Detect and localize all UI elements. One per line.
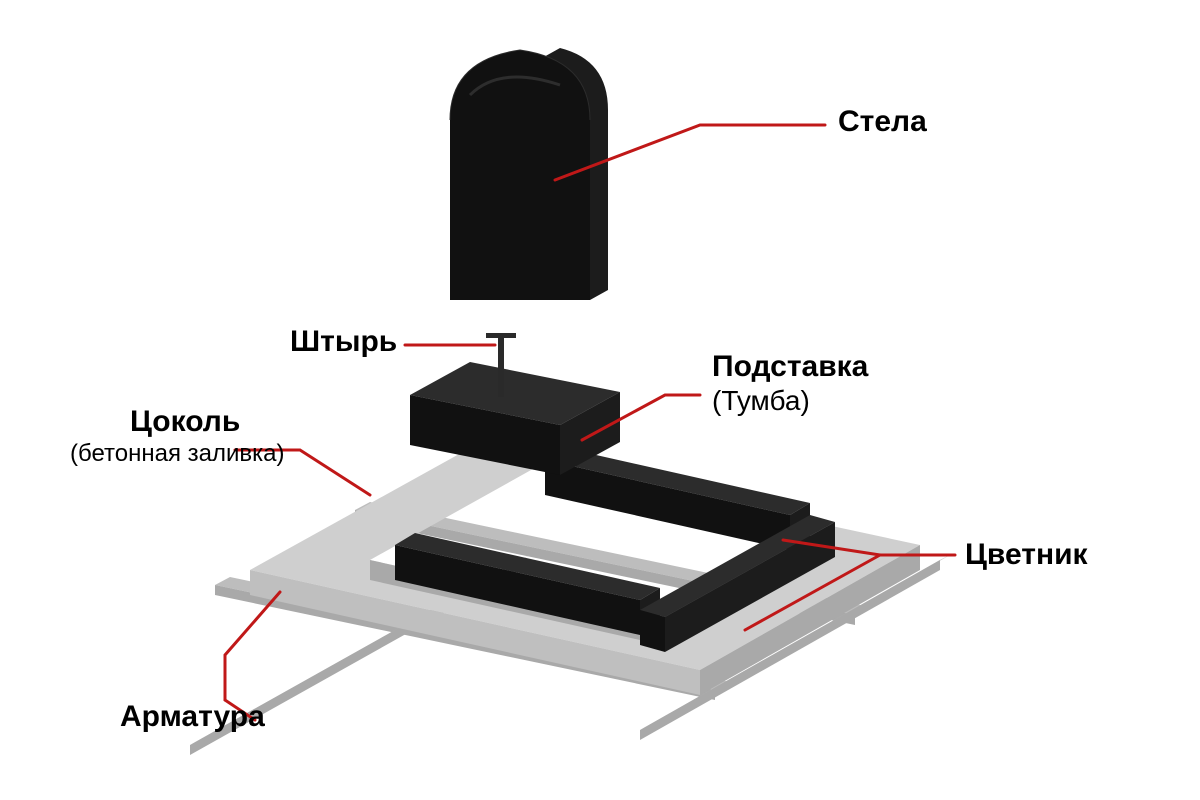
stand-group (410, 362, 620, 475)
label-plinth-sub: (бетонная заливка) (70, 440, 285, 468)
label-flower-text: Цветник (965, 538, 1088, 571)
label-plinth-text: Цоколь (70, 405, 285, 440)
monument-exploded-diagram (0, 0, 1200, 800)
label-rebar: Арматура (120, 700, 265, 735)
label-stele: Стела (838, 105, 927, 140)
label-stand: Подставка (Тумба) (712, 350, 868, 417)
label-rebar-text: Арматура (120, 700, 265, 733)
label-pin-text: Штырь (290, 325, 397, 358)
label-stand-sub: (Тумба) (712, 385, 868, 417)
label-plinth: Цоколь (бетонная заливка) (70, 405, 285, 467)
label-flower: Цветник (965, 538, 1088, 573)
label-pin: Штырь (290, 325, 397, 360)
label-stele-text: Стела (838, 105, 927, 138)
label-stand-text: Подставка (712, 350, 868, 383)
stele-group (450, 48, 608, 300)
